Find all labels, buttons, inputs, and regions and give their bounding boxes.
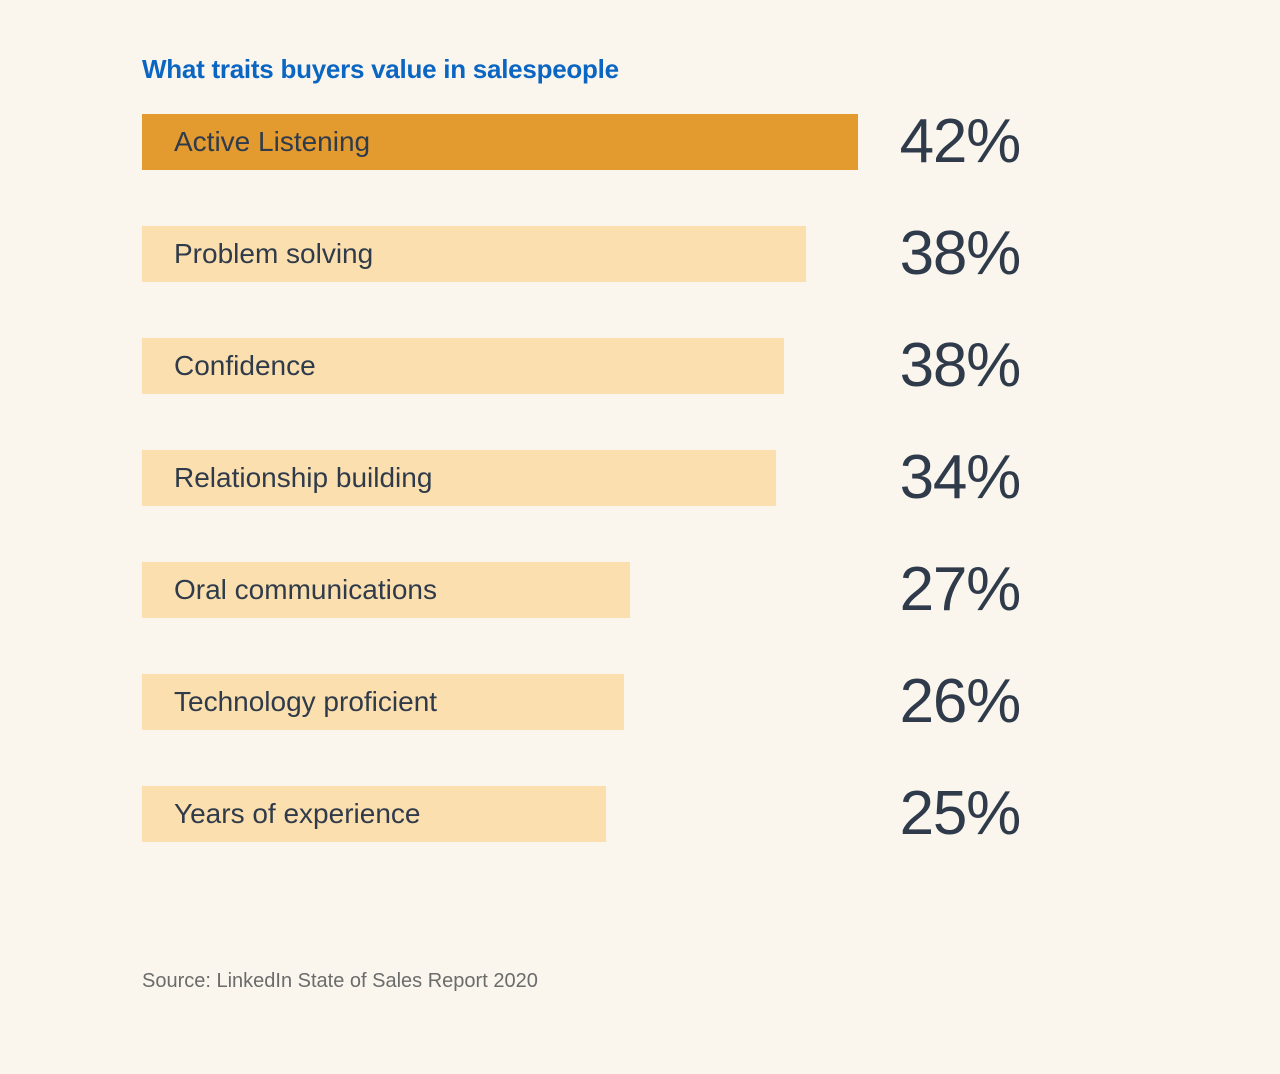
bar: Oral communications [142, 562, 630, 618]
bar-label: Years of experience [174, 798, 420, 830]
bar: Years of experience [142, 786, 606, 842]
canvas: What traits buyers value in salespeople … [0, 0, 1280, 1074]
bar-percentage: 38% [900, 335, 1020, 397]
bar-label: Confidence [174, 350, 316, 382]
bar-percentage: 42% [900, 111, 1020, 173]
bar-percentage: 34% [900, 447, 1020, 509]
bar-row: Confidence 38% [142, 338, 1142, 394]
bar-percentage: 27% [900, 559, 1020, 621]
source-text: Source: LinkedIn State of Sales Report 2… [142, 970, 538, 993]
bar-label: Technology proficient [174, 686, 437, 718]
bar: Relationship building [142, 450, 776, 506]
bar-row: Active Listening 42% [142, 114, 1142, 170]
bar: Problem solving [142, 226, 806, 282]
bar-chart: Active Listening42%Problem solving38%Con… [142, 114, 1142, 874]
bar-row: Oral communications 27% [142, 562, 1142, 618]
bar-label: Active Listening [174, 126, 370, 158]
bar: Active Listening [142, 114, 858, 170]
bar-row: Problem solving 38% [142, 226, 1142, 282]
bar-label: Problem solving [174, 238, 373, 270]
bar-percentage: 25% [900, 783, 1020, 845]
bar-percentage: 38% [900, 223, 1020, 285]
bar-percentage: 26% [900, 671, 1020, 733]
bar-row: Technology proficient 26% [142, 674, 1142, 730]
bar-label: Relationship building [174, 462, 432, 494]
bar-row: Years of experience 25% [142, 786, 1142, 842]
bar: Technology proficient [142, 674, 624, 730]
chart-panel: What traits buyers value in salespeople … [0, 0, 1280, 1074]
bar-label: Oral communications [174, 574, 437, 606]
bar-row: Relationship building 34% [142, 450, 1142, 506]
bar: Confidence [142, 338, 784, 394]
chart-title: What traits buyers value in salespeople [142, 54, 619, 85]
